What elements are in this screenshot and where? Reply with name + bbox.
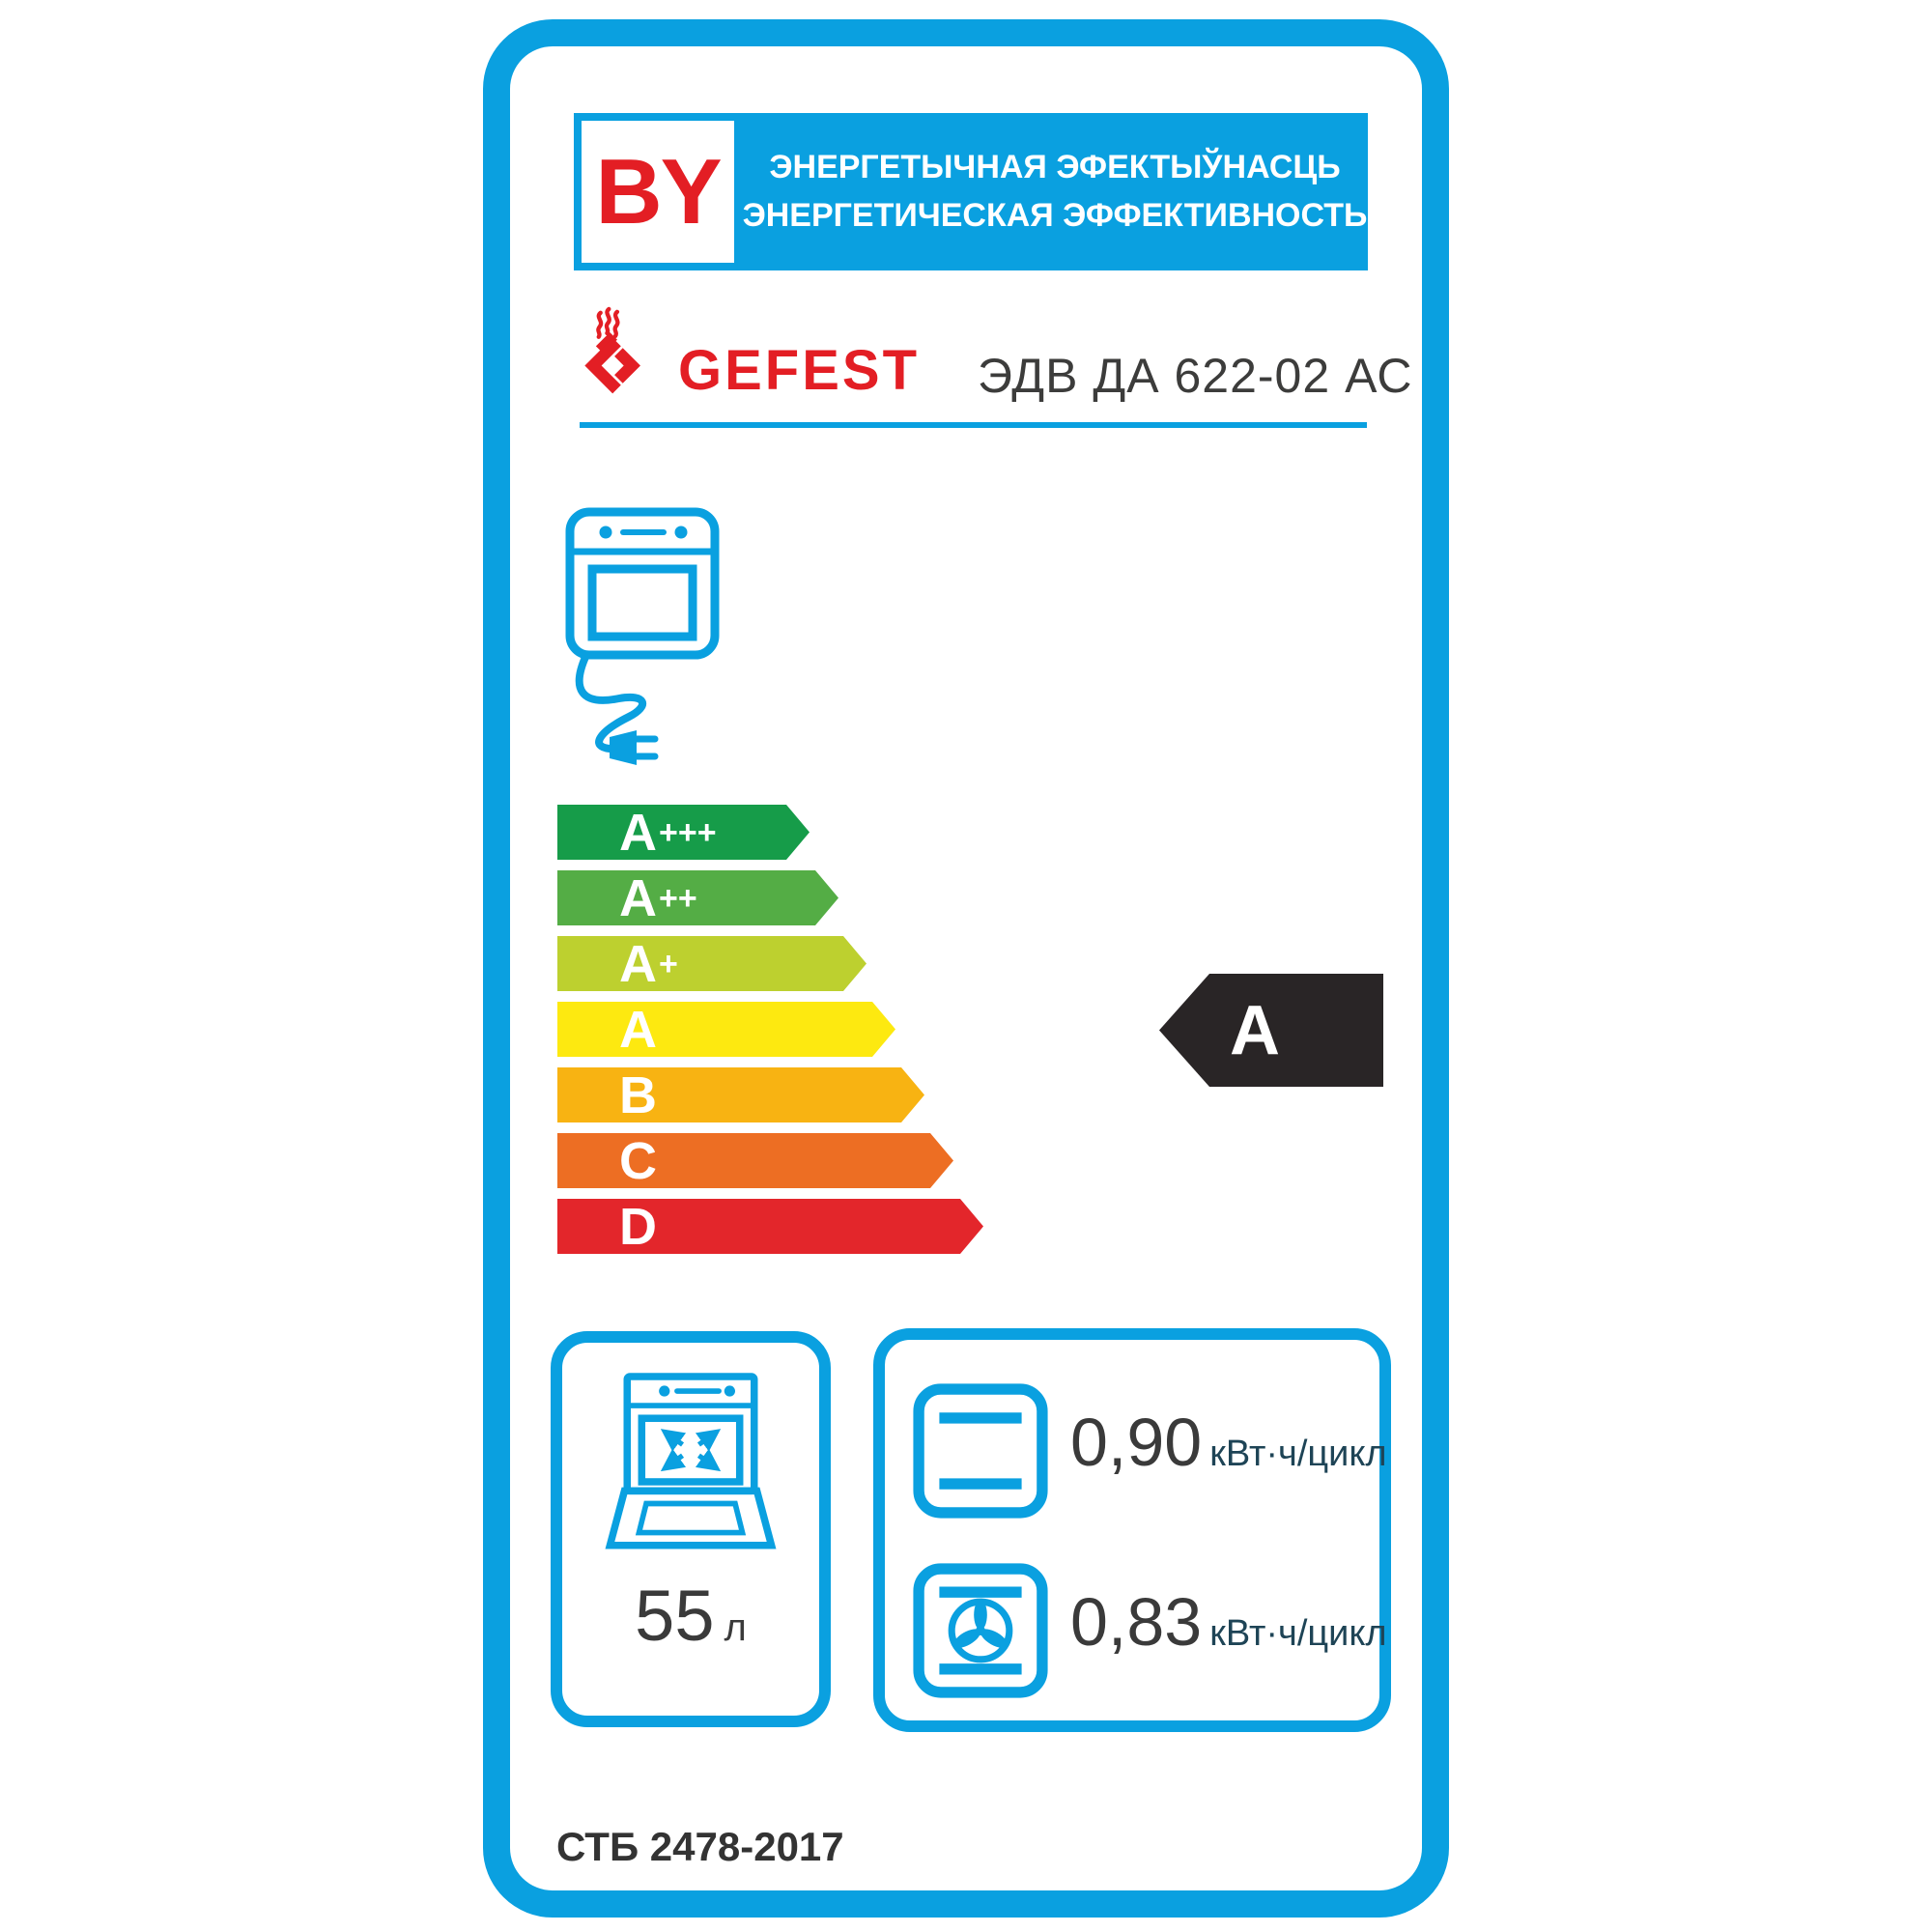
volume-value: 55 [635, 1576, 715, 1656]
rating-scale: A +++ A ++ A + A B C D [557, 805, 983, 1264]
scale-plus-suffix: ++ [659, 879, 697, 917]
conventional-energy-row: 0,90 кВт·ч/цикл [1070, 1404, 1387, 1481]
scale-letter: A [619, 803, 657, 862]
convection-energy-value: 0,83 [1070, 1584, 1203, 1660]
rating-letter: A [1230, 991, 1280, 1069]
brand-name: GEFEST [678, 339, 921, 402]
conventional-energy-unit: кВт·ч/цикл [1209, 1434, 1387, 1474]
scale-letter: C [619, 1131, 657, 1190]
energy-label: BY ЭНЕРГЕТЫЧНАЯ ЭФЕКТЫЎНАСЦЬ ЭНЕРГЕТИЧЕС… [483, 19, 1449, 1918]
scale-arrow-A+++: A +++ [557, 805, 810, 860]
scale-letter: A [619, 934, 657, 993]
conventional-heating-icon [913, 1383, 1048, 1519]
header-title-belarusian: ЭНЕРГЕТЫЧНАЯ ЭФЕКТЫЎНАСЦЬ [769, 149, 1341, 186]
header-banner: BY ЭНЕРГЕТЫЧНАЯ ЭФЕКТЫЎНАСЦЬ ЭНЕРГЕТИЧЕС… [574, 113, 1368, 270]
scale-arrow-A++: A ++ [557, 870, 838, 925]
scale-letter: B [619, 1065, 657, 1124]
scale-letter: A [619, 868, 657, 927]
scale-letter: D [619, 1197, 657, 1256]
convection-energy-row: 0,83 кВт·ч/цикл [1070, 1583, 1387, 1661]
scale-plus-suffix: +++ [659, 813, 717, 851]
rating-arrow: A [1159, 974, 1383, 1087]
scale-arrow-D: D [557, 1199, 983, 1254]
country-code-box: BY [582, 121, 734, 263]
brand-underline [580, 422, 1367, 428]
volume-value-row: 55 л [562, 1575, 819, 1657]
scale-arrow-A: A [557, 1002, 895, 1057]
convection-heating-icon [913, 1563, 1048, 1698]
gefest-flame-icon [584, 306, 640, 394]
conventional-energy-value: 0,90 [1070, 1405, 1203, 1480]
scale-arrow-C: C [557, 1133, 953, 1188]
scale-letter: A [619, 1000, 657, 1059]
energy-consumption-box: 0,90 кВт·ч/цикл 0,83 кВт·ч/цикл [873, 1328, 1391, 1732]
oven-volume-icon [605, 1373, 777, 1549]
convection-energy-unit: кВт·ч/цикл [1209, 1613, 1387, 1654]
volume-box: 55 л [551, 1331, 831, 1727]
model-name: ЭДВ ДА 622-02 АС [978, 349, 1413, 403]
volume-unit: л [724, 1606, 747, 1649]
scale-arrow-B: B [557, 1067, 924, 1122]
standard-reference: СТБ 2478-2017 [556, 1824, 844, 1869]
country-code: BY [595, 139, 722, 243]
header-titles: ЭНЕРГЕТЫЧНАЯ ЭФЕКТЫЎНАСЦЬ ЭНЕРГЕТИЧЕСКАЯ… [742, 113, 1368, 270]
electric-oven-icon [565, 507, 720, 765]
scale-arrow-A+: A + [557, 936, 867, 991]
header-title-russian: ЭНЕРГЕТИЧЕСКАЯ ЭФФЕКТИВНОСТЬ [742, 196, 1368, 234]
scale-plus-suffix: + [659, 945, 678, 982]
